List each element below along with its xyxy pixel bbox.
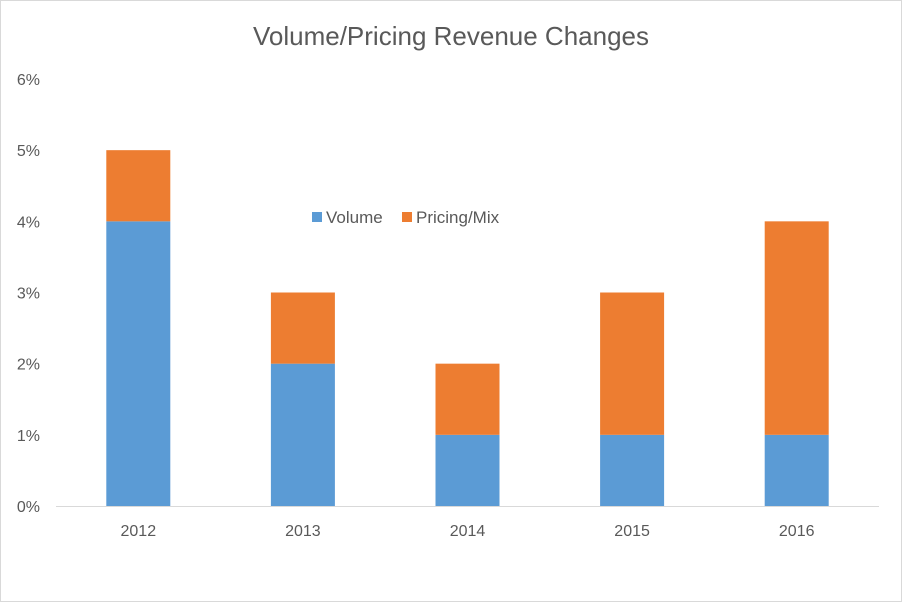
legend: Volume Pricing/Mix [312, 208, 500, 227]
bar-volume-2012 [106, 221, 171, 507]
x-tick-label: 2016 [779, 523, 815, 540]
y-tick-label: 4% [17, 214, 40, 231]
bars [106, 150, 829, 507]
bar-pricing-mix-2014 [435, 363, 500, 435]
y-axis: 0% 1% 2% 3% 4% 5% 6% [17, 72, 40, 516]
x-tick-label: 2014 [450, 523, 486, 540]
y-tick-label: 6% [17, 72, 40, 89]
legend-label: Pricing/Mix [416, 208, 500, 227]
x-tick-label: 2012 [121, 523, 157, 540]
chart-title: Volume/Pricing Revenue Changes [252, 21, 650, 51]
bar-pricing-mix-2015 [600, 292, 665, 435]
x-axis: 2012 2013 2014 2015 2016 [121, 523, 815, 540]
bar-volume-2015 [600, 434, 665, 506]
bar-pricing-mix-2013 [270, 292, 335, 364]
y-tick-label: 2% [17, 357, 40, 374]
legend-swatch [312, 212, 322, 222]
bar-volume-2016 [764, 434, 829, 506]
x-tick-label: 2015 [614, 523, 650, 540]
y-tick-label: 0% [17, 499, 40, 516]
bar-volume-2014 [435, 434, 500, 506]
legend-swatch [402, 212, 412, 222]
bar-volume-2013 [270, 363, 335, 506]
legend-label: Volume [326, 208, 383, 227]
bar-pricing-mix-2012 [106, 150, 171, 222]
y-tick-label: 3% [17, 286, 40, 303]
x-tick-label: 2013 [285, 523, 321, 540]
y-tick-label: 5% [17, 143, 40, 160]
y-tick-label: 1% [17, 428, 40, 445]
bar-pricing-mix-2016 [764, 221, 829, 435]
